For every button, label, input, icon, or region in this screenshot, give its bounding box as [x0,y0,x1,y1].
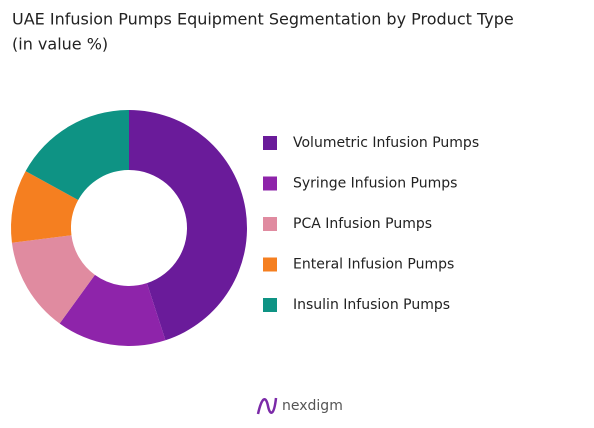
donut-segment [11,235,95,324]
logo-icon [256,397,278,415]
legend-label: PCA Infusion Pumps [293,216,432,232]
legend-label: Enteral Infusion Pumps [293,257,454,273]
legend-swatch [263,176,277,191]
donut-segment [59,274,166,346]
legend-label: Syringe Infusion Pumps [293,176,457,192]
legend-label: Insulin Infusion Pumps [293,297,450,313]
chart-title: UAE Infusion Pumps Equipment Segmentatio… [12,10,514,29]
donut-segment [11,171,79,243]
donut-segment [25,110,130,201]
logo: nexdigm [256,397,343,415]
logo-text: nexdigm [282,398,343,414]
legend-label: Volumetric Infusion Pumps [293,135,479,151]
legend-swatch [263,298,277,312]
donut-segment [129,110,248,341]
legend-swatch [263,136,277,150]
chart-subtitle: (in value %) [12,35,108,54]
legend-swatch [263,257,277,272]
legend-swatch [263,217,277,231]
